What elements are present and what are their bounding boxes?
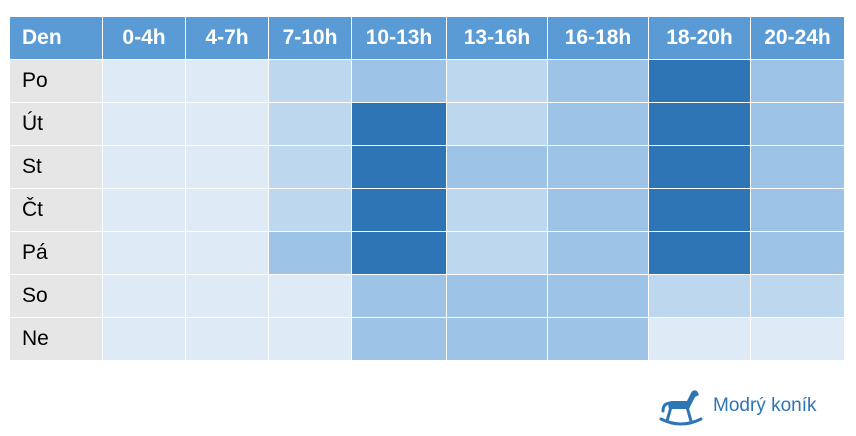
heatmap-cell <box>447 146 547 188</box>
heatmap-cell <box>269 189 351 231</box>
header-time-slot: 4-7h <box>186 17 268 59</box>
heatmap-cell <box>447 103 547 145</box>
heatmap-cell <box>103 146 185 188</box>
heatmap-cell <box>751 232 844 274</box>
heatmap-cell <box>751 103 844 145</box>
heatmap-cell <box>447 318 547 360</box>
heatmap-cell <box>649 146 750 188</box>
header-time-slot: 18-20h <box>649 17 750 59</box>
heatmap-cell <box>186 60 268 102</box>
header-time-slot: 7-10h <box>269 17 351 59</box>
heatmap-cell <box>548 275 648 317</box>
heatmap-cell <box>548 103 648 145</box>
heatmap-cell <box>447 232 547 274</box>
brand-name: Modrý koník <box>713 395 817 416</box>
heatmap-cell <box>103 275 185 317</box>
heatmap-cell <box>751 318 844 360</box>
heatmap-cell <box>103 60 185 102</box>
heatmap-cell <box>103 103 185 145</box>
heatmap-cell <box>103 232 185 274</box>
heatmap-cell <box>269 103 351 145</box>
heatmap-cell <box>352 275 446 317</box>
heatmap-cell <box>548 189 648 231</box>
heatmap-cell <box>352 189 446 231</box>
heatmap-cell <box>751 189 844 231</box>
heatmap-cell <box>548 232 648 274</box>
heatmap-cell <box>103 318 185 360</box>
row-label-day: Pá <box>10 232 102 274</box>
heatmap-cell <box>751 275 844 317</box>
header-time-slot: 16-18h <box>548 17 648 59</box>
row-label-day: St <box>10 146 102 188</box>
row-label-day: Út <box>10 103 102 145</box>
heatmap-cell <box>103 189 185 231</box>
heatmap-cell <box>186 275 268 317</box>
heatmap-cell <box>548 146 648 188</box>
row-label-day: So <box>10 275 102 317</box>
heatmap-table: Den 0-4h 4-7h 7-10h 10-13h 13-16h 16-18h 18-20h… <box>10 17 844 360</box>
heatmap-cell <box>186 146 268 188</box>
heatmap-cell <box>751 146 844 188</box>
heatmap-cell <box>352 318 446 360</box>
heatmap-cell <box>649 275 750 317</box>
row-label-day: Čt <box>10 189 102 231</box>
heatmap-cell <box>751 60 844 102</box>
heatmap-cell <box>548 60 648 102</box>
heatmap-cell <box>649 60 750 102</box>
heatmap-cell <box>352 146 446 188</box>
row-label-day: Po <box>10 60 102 102</box>
heatmap-cell <box>186 103 268 145</box>
header-time-slot: 0-4h <box>103 17 185 59</box>
heatmap-cell <box>269 146 351 188</box>
heatmap-cell <box>269 60 351 102</box>
heatmap-cell <box>352 103 446 145</box>
header-time-slot: 10-13h <box>352 17 446 59</box>
heatmap-cell <box>649 103 750 145</box>
heatmap-cell <box>186 318 268 360</box>
header-time-slot: 13-16h <box>447 17 547 59</box>
header-day: Den <box>10 17 102 59</box>
row-label-day: Ne <box>10 318 102 360</box>
header-time-slot: 20-24h <box>751 17 844 59</box>
heatmap-cell <box>548 318 648 360</box>
heatmap-cell <box>649 318 750 360</box>
heatmap-cell <box>269 275 351 317</box>
heatmap-cell <box>186 232 268 274</box>
heatmap-cell <box>649 232 750 274</box>
heatmap-cell <box>447 60 547 102</box>
heatmap-cell <box>649 189 750 231</box>
rocking-horse-icon <box>659 390 703 426</box>
heatmap-cell <box>447 189 547 231</box>
heatmap-cell <box>352 60 446 102</box>
heatmap-cell <box>269 318 351 360</box>
brand-logo: Modrý koník <box>657 385 816 427</box>
heatmap-cell <box>352 232 446 274</box>
heatmap-cell <box>269 232 351 274</box>
heatmap-cell <box>186 189 268 231</box>
heatmap-cell <box>447 275 547 317</box>
